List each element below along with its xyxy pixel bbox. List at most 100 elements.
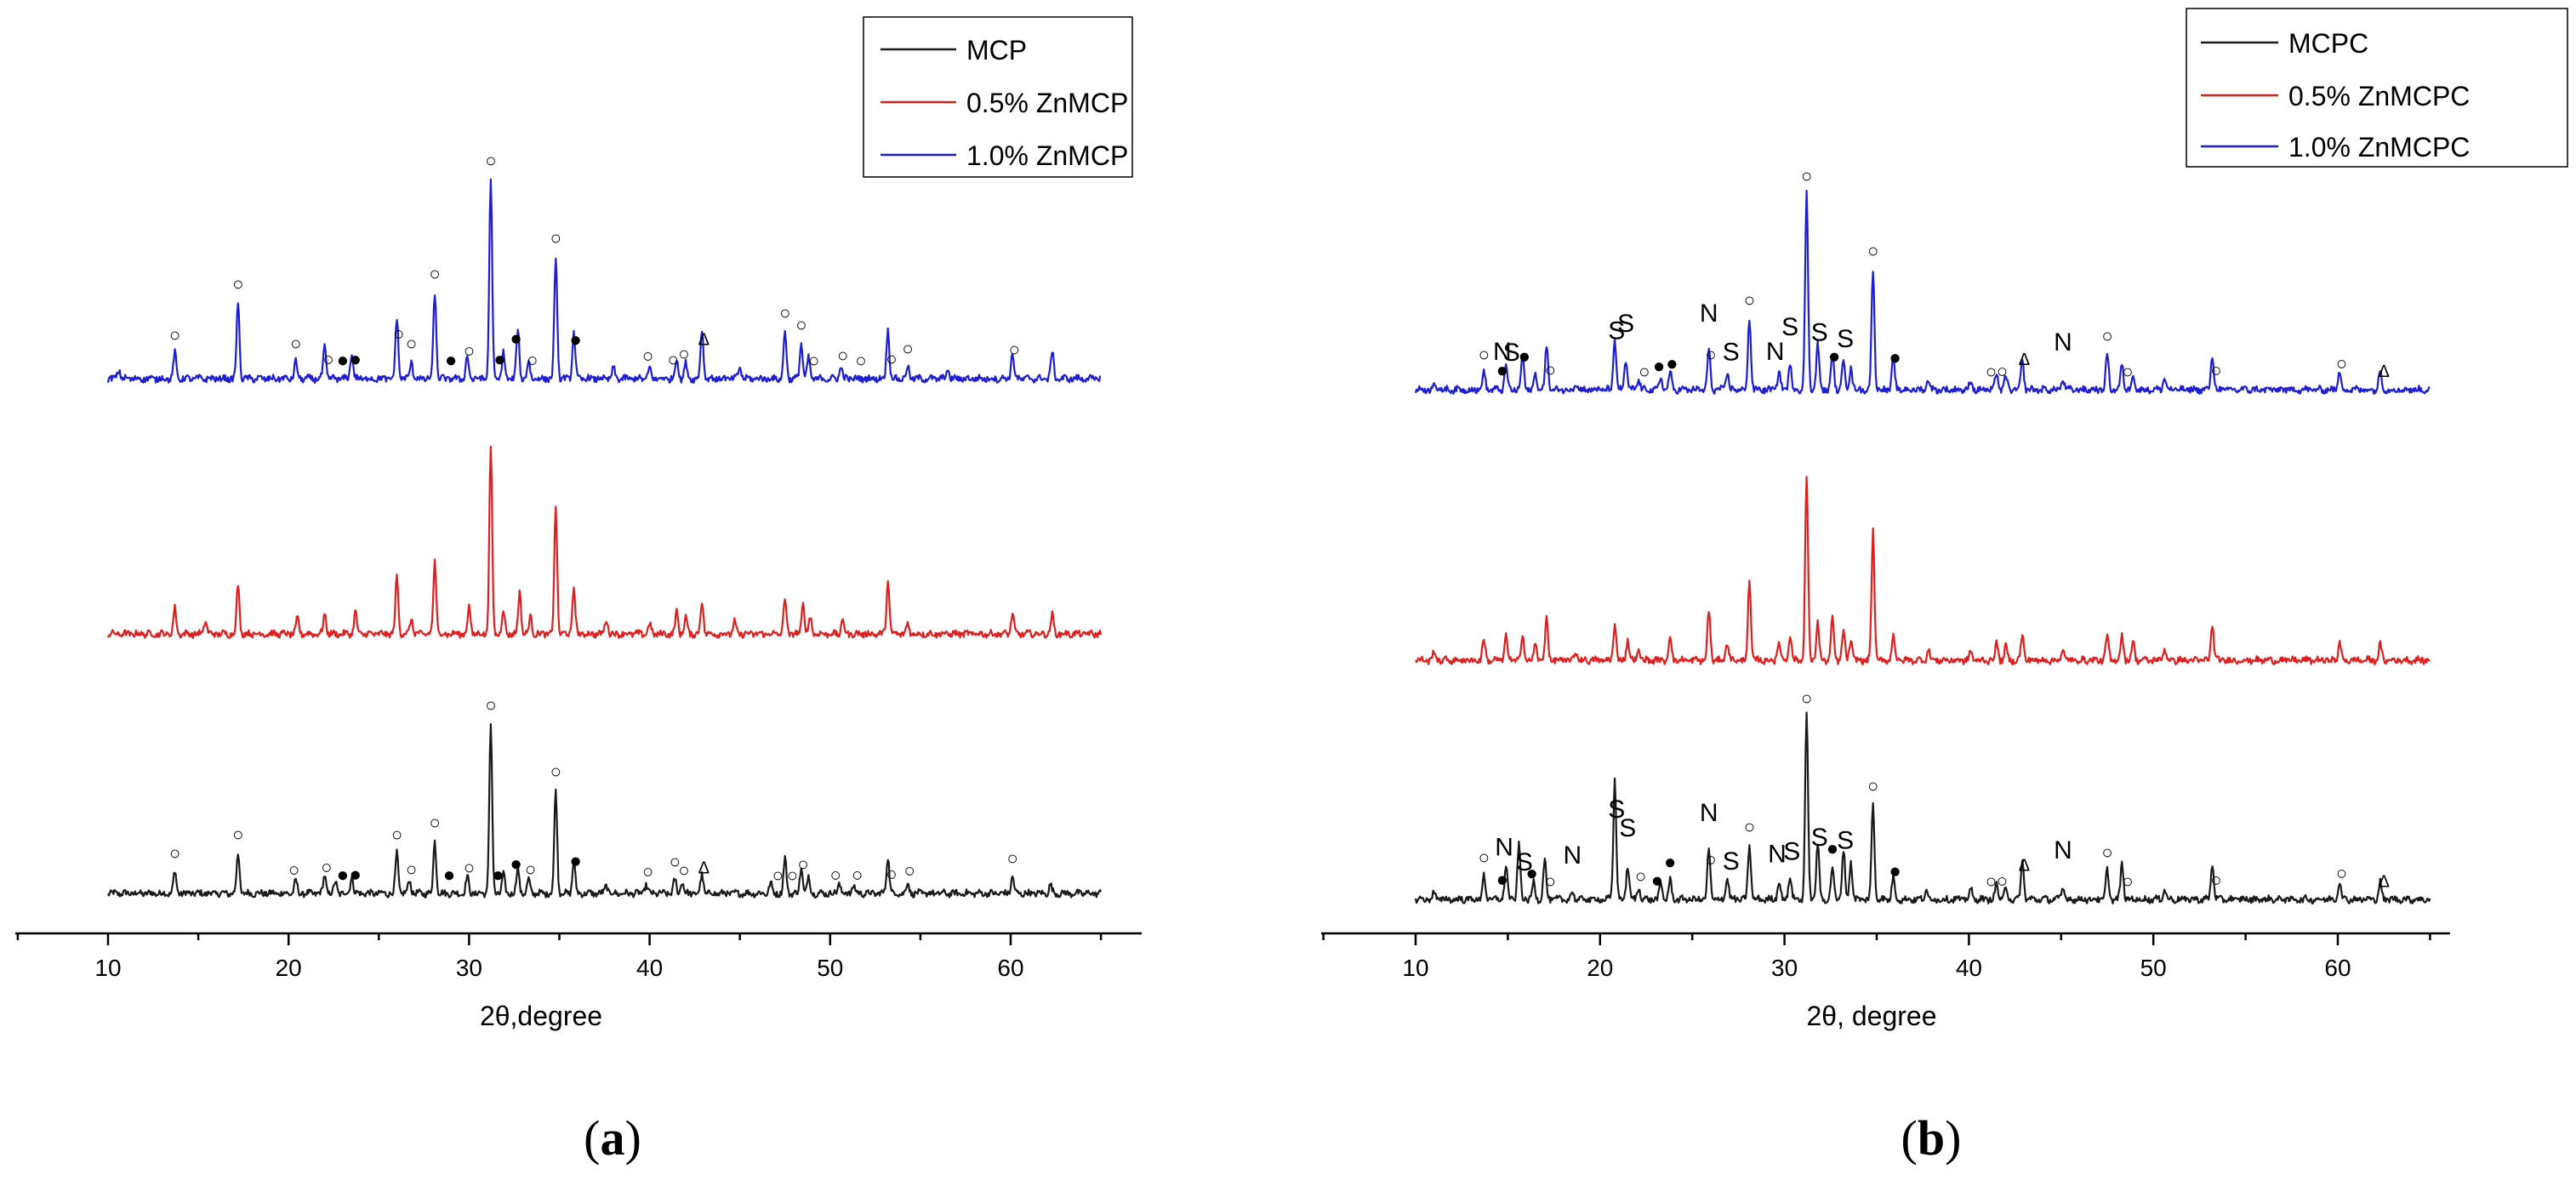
phase-marker-mcp-20: Δ bbox=[698, 859, 710, 877]
panel-a: 10 20 30 40 50 60 2θ,degree ○○○ ○ ● ●○○○● ○○● ● ○○●… bbox=[15, 16, 1142, 1166]
panel-b-tick-label-20: 20 bbox=[1587, 955, 1613, 981]
phase-marker-mcp-18: ○ bbox=[670, 851, 681, 872]
phase-marker-10-znmcpc-27: ○ bbox=[2101, 325, 2112, 346]
phase-marker-mcpc-15: ○ bbox=[1744, 816, 1755, 837]
panel-a-tick-label-50: 50 bbox=[817, 955, 843, 981]
panel-b-x-title: 2θ, degree bbox=[1806, 1001, 1936, 1031]
phase-marker-10-znmcpc-8: ○ bbox=[1638, 361, 1650, 382]
legend-label-10-znmcp: 1.0% ZnMCP bbox=[966, 140, 1128, 171]
phase-marker-10-znmcpc-25: Δ bbox=[2019, 351, 2030, 369]
phase-marker-mcpc-21: S bbox=[1837, 827, 1854, 855]
phase-marker-10-znmcp-3: ○ bbox=[322, 349, 333, 370]
trace-10-znmcpc bbox=[1414, 190, 2431, 395]
phase-marker-10-znmcp-25: ○ bbox=[855, 350, 866, 371]
phase-marker-10-znmcp-27: ○ bbox=[902, 338, 913, 359]
panel-b-tick-label-40: 40 bbox=[1956, 955, 1982, 981]
phase-marker-mcp-14: ○ bbox=[525, 859, 536, 880]
phase-marker-mcpc-22: ○ bbox=[1867, 775, 1878, 796]
phase-marker-10-znmcp-0: ○ bbox=[169, 324, 180, 345]
panel-a-label: (a) bbox=[584, 1110, 641, 1166]
phase-marker-10-znmcpc-1: ● bbox=[1496, 359, 1509, 382]
phase-marker-mcpc-19: S bbox=[1811, 824, 1828, 852]
phase-marker-10-znmcp-17: ○ bbox=[642, 345, 653, 367]
panel-b-tick-label-50: 50 bbox=[2140, 955, 2167, 981]
phase-marker-10-znmcpc-3: S bbox=[1503, 339, 1520, 367]
phase-marker-mcp-4: ● bbox=[337, 864, 350, 887]
phase-marker-10-znmcp-22: ○ bbox=[795, 314, 806, 335]
phase-marker-mcp-3: ○ bbox=[321, 856, 332, 877]
phase-marker-mcpc-14: S bbox=[1723, 847, 1740, 876]
phase-marker-mcpc-5: ○ bbox=[1545, 870, 1556, 892]
phase-marker-mcpc-12: N bbox=[1700, 799, 1718, 827]
trace-mcp bbox=[107, 723, 1103, 899]
panel-a-tick-label-20: 20 bbox=[276, 955, 302, 981]
phase-marker-mcpc-0: ○ bbox=[1479, 847, 1490, 868]
phase-marker-10-znmcpc-20: S bbox=[1837, 325, 1854, 353]
phase-marker-10-znmcpc-12: ○ bbox=[1705, 344, 1716, 365]
phase-marker-mcpc-30: ○ bbox=[2210, 869, 2221, 890]
phase-marker-mcpc-26: Δ bbox=[2019, 857, 2030, 876]
phase-marker-mcp-27: ○ bbox=[904, 860, 915, 881]
phase-marker-10-znmcpc-21: ○ bbox=[1867, 240, 1878, 261]
legend-label-10-znmcpc: 1.0% ZnMCPC bbox=[2288, 132, 2470, 163]
phase-marker-10-znmcp-23: ○ bbox=[808, 350, 819, 371]
phase-marker-mcp-8: ○ bbox=[429, 812, 440, 833]
phase-marker-mcp-10: ○ bbox=[464, 857, 475, 878]
phase-marker-mcp-23: ○ bbox=[797, 853, 808, 875]
phase-marker-mcpc-23: ● bbox=[1889, 860, 1901, 883]
panel-a-ticks: 10 20 30 40 50 60 bbox=[16, 933, 1103, 981]
phase-marker-mcp-12: ● bbox=[492, 864, 504, 887]
phase-marker-mcpc-1: ● bbox=[1496, 869, 1509, 892]
phase-marker-mcpc-20: ● bbox=[1827, 837, 1839, 860]
phase-marker-10-znmcp-1: ○ bbox=[232, 273, 243, 294]
phase-marker-mcpc-10: ● bbox=[1651, 869, 1664, 892]
trace-mcpc bbox=[1414, 711, 2431, 904]
panel-b-legend: MCPC 0.5% ZnMCPC 1.0% ZnMCPC bbox=[2186, 8, 2568, 168]
phase-marker-10-znmcp-18: ○ bbox=[668, 349, 679, 370]
phase-marker-10-znmcp-9: ● bbox=[445, 349, 458, 372]
phase-marker-mcpc-2: N bbox=[1495, 833, 1513, 861]
phase-marker-10-znmcp-11: ○ bbox=[485, 150, 496, 171]
panel-b-traces bbox=[1414, 190, 2431, 904]
phase-marker-10-znmcpc-29: ○ bbox=[2210, 360, 2221, 381]
panel-a-markers: ○○○ ○ ● ●○○○● ○○● ● ○○● ○ ○○ Δ ○ ○○○ ○ ○ ○○○○○○ ● ●○ ○○● ○… bbox=[169, 150, 1020, 887]
panel-a-legend-box bbox=[863, 16, 1133, 178]
panel-a-legend: MCP 0.5% ZnMCP 1.0% ZnMCP bbox=[863, 16, 1133, 178]
phase-marker-10-znmcp-10: ○ bbox=[464, 340, 475, 362]
phase-marker-mcpc-17: S bbox=[1783, 838, 1800, 866]
legend-label-05-znmcpc: 0.5% ZnMCPC bbox=[2288, 81, 2470, 111]
phase-marker-10-znmcp-15: ○ bbox=[550, 227, 561, 248]
phase-marker-10-znmcpc-18: S bbox=[1811, 318, 1828, 346]
phase-marker-10-znmcp-2: ○ bbox=[290, 333, 301, 354]
phase-marker-mcp-5: ● bbox=[349, 863, 362, 886]
phase-marker-10-znmcpc-19: ● bbox=[1828, 345, 1841, 368]
phase-marker-10-znmcpc-22: ● bbox=[1889, 346, 1901, 369]
phase-marker-mcp-28: ○ bbox=[1006, 847, 1017, 869]
phase-marker-10-znmcp-20: Δ bbox=[698, 331, 710, 350]
phase-marker-mcpc-3: S bbox=[1516, 848, 1533, 876]
panel-b: 10 20 30 40 50 60 2θ, degree ○●NS● ○NSS○ ●●N○ S○… bbox=[1321, 8, 2568, 1166]
phase-marker-10-znmcpc-24: ○ bbox=[1997, 360, 2008, 381]
phase-marker-mcp-16: ● bbox=[569, 849, 582, 872]
phase-marker-10-znmcp-13: ● bbox=[510, 328, 522, 351]
phase-marker-10-znmcpc-31: Δ bbox=[2379, 362, 2390, 381]
phase-marker-mcp-21: ○ bbox=[772, 864, 784, 886]
phase-marker-10-znmcp-21: ○ bbox=[779, 302, 790, 323]
phase-marker-mcp-24: ○ bbox=[830, 864, 841, 886]
panel-a-x-title: 2θ,degree bbox=[480, 1001, 602, 1031]
phase-marker-10-znmcpc-6: S bbox=[1608, 317, 1625, 345]
phase-marker-10-znmcpc-10: ● bbox=[1666, 352, 1678, 375]
phase-marker-10-znmcpc-16: S bbox=[1781, 313, 1798, 341]
phase-marker-mcpc-25: ○ bbox=[1997, 870, 2008, 891]
panel-b-tick-label-10: 10 bbox=[1402, 955, 1428, 981]
phase-marker-mcp-11: ○ bbox=[485, 694, 496, 716]
phase-marker-10-znmcpc-9: ● bbox=[1653, 355, 1666, 378]
panel-b-legend-box bbox=[2186, 8, 2568, 168]
phase-marker-10-znmcpc-15: N bbox=[1766, 338, 1785, 366]
panel-b-markers: ○●NS● ○NSS○ ●●N○ S○NS○S●S○● ○ ○ΔN ○○ ○ ○ Δ○●NS●○S… bbox=[1479, 165, 2390, 892]
phase-marker-10-znmcpc-30: ○ bbox=[2336, 352, 2347, 374]
panel-a-traces bbox=[106, 178, 1103, 899]
trace-05-znmcpc bbox=[1415, 476, 2431, 665]
phase-marker-mcpc-8: S bbox=[1619, 814, 1636, 842]
phase-marker-10-znmcp-12: ● bbox=[493, 348, 506, 371]
